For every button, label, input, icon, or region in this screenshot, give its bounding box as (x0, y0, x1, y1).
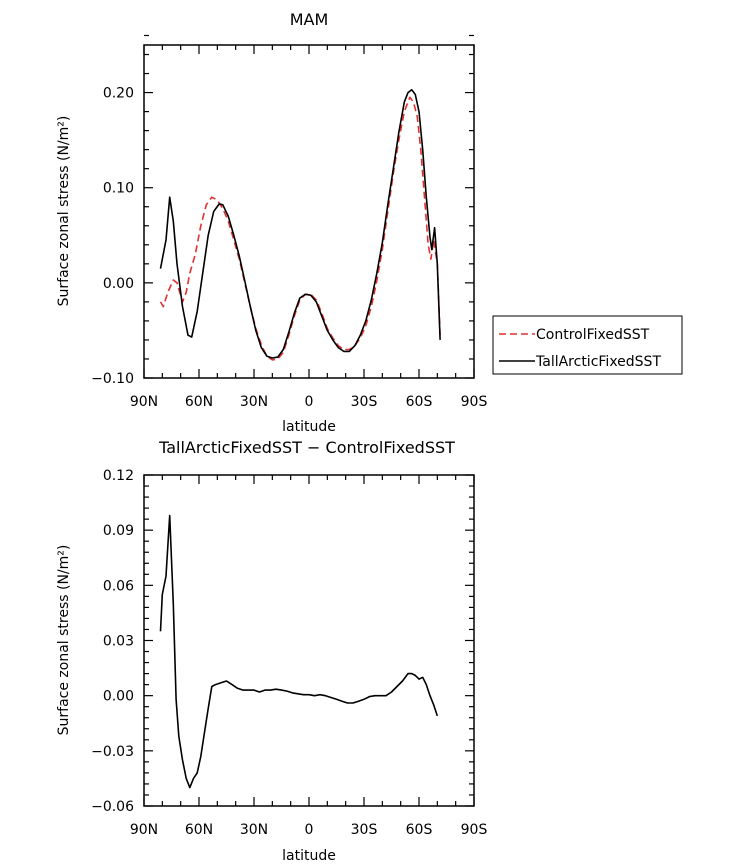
top-x-tick-label: 90S (461, 394, 488, 410)
bottom-y-tick-label: 0.06 (103, 578, 134, 594)
top-y-axis-label: Surface zonal stress (N/m²) (56, 116, 72, 307)
top-x-tick-label: 60N (185, 394, 213, 410)
bottom-x-tick-label: 90N (130, 822, 158, 838)
top-x-tick-label: 60S (406, 394, 433, 410)
top-series-line-tallarcticfixedsst (159, 88, 441, 359)
top-ticks: 90N 60N 30N 0 30S 60S 90S −0.10 0.00 0.10 0.20 (91, 34, 488, 410)
bottom-y-tick-label: 0.12 (103, 468, 134, 484)
bottom-y-tick-label: −0.03 (91, 744, 134, 760)
bottom-series-lines (159, 514, 439, 789)
bottom-panel: TallArcticFixedSST − ControlFixedSST 90N… (56, 438, 487, 864)
top-y-tick-label: 0.20 (103, 86, 134, 102)
bottom-y-axis-label: Surface zonal stress (N/m²) (56, 545, 72, 736)
top-x-tick-label: 0 (305, 394, 314, 410)
bottom-y-tick-label: −0.06 (91, 799, 134, 815)
bottom-y-tick-label: 0.03 (103, 634, 134, 650)
top-chart-title: MAM (290, 10, 329, 29)
top-x-tick-label: 90N (130, 394, 158, 410)
bottom-chart-title: TallArcticFixedSST − ControlFixedSST (158, 438, 455, 457)
legend-label-control: ControlFixedSST (536, 327, 650, 343)
top-y-tick-label: 0.10 (103, 181, 134, 197)
bottom-x-axis-label: latitude (282, 848, 336, 864)
bottom-series-line-difference (159, 514, 439, 789)
top-y-tick-label: −0.10 (91, 371, 134, 387)
legend-label-tallarctic: TallArcticFixedSST (535, 354, 661, 370)
bottom-x-tick-label: 60S (406, 822, 433, 838)
legend-box (492, 315, 683, 375)
bottom-plot-frame (143, 474, 475, 807)
bottom-x-tick-label: 30S (351, 822, 378, 838)
top-x-axis-label: latitude (282, 419, 336, 435)
top-x-tick-label: 30N (240, 394, 268, 410)
top-panel: MAM 90N 60N 30N 0 30S 60S 90S −0.10 0.00 0.10 0.20… (56, 10, 683, 435)
bottom-x-tick-label: 60N (185, 822, 213, 838)
bottom-ticks: 90N 60N 30N 0 30S 60S 90S −0.06 −0.03 0.00 0.03 0.0… (91, 468, 487, 838)
top-y-tick-label: 0.00 (103, 276, 134, 292)
top-series-lines (159, 88, 441, 361)
bottom-y-tick-label: 0.00 (103, 689, 134, 705)
top-x-tick-label: 30S (351, 394, 378, 410)
bottom-x-tick-label: 0 (305, 822, 314, 838)
bottom-x-tick-label: 90S (461, 822, 488, 838)
top-legend: ControlFixedSST TallArcticFixedSST (492, 315, 683, 375)
bottom-x-tick-label: 30N (240, 822, 268, 838)
bottom-y-tick-label: 0.09 (103, 523, 134, 539)
